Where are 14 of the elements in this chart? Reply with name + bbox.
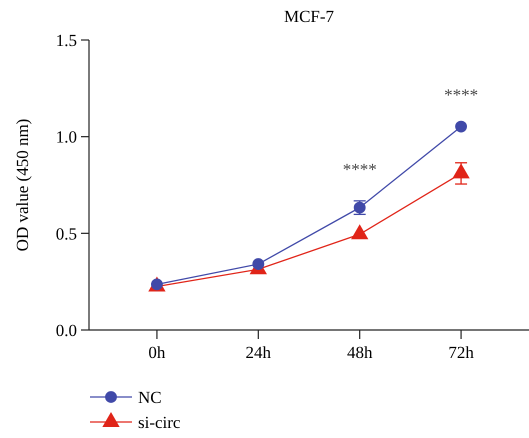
chart-title: MCF-7 — [284, 7, 335, 26]
y-tick-label: 0.5 — [56, 224, 77, 244]
legend-label: NC — [138, 388, 162, 407]
legend-label: si-circ — [138, 412, 181, 432]
x-tick-label: 48h — [346, 343, 373, 362]
annotation: **** — [342, 160, 377, 179]
y-tick-label: 1.5 — [56, 30, 77, 50]
annotation: **** — [444, 86, 478, 105]
x-tick-label: 72h — [448, 343, 474, 362]
y-tick-label: 1.0 — [56, 128, 77, 147]
x-tick-label: 0h — [148, 343, 166, 362]
y-tick-label: 0.0 — [56, 320, 77, 340]
x-tick-label: 24h — [246, 343, 272, 362]
y-axis-title: OD value (450 nm) — [13, 118, 32, 252]
